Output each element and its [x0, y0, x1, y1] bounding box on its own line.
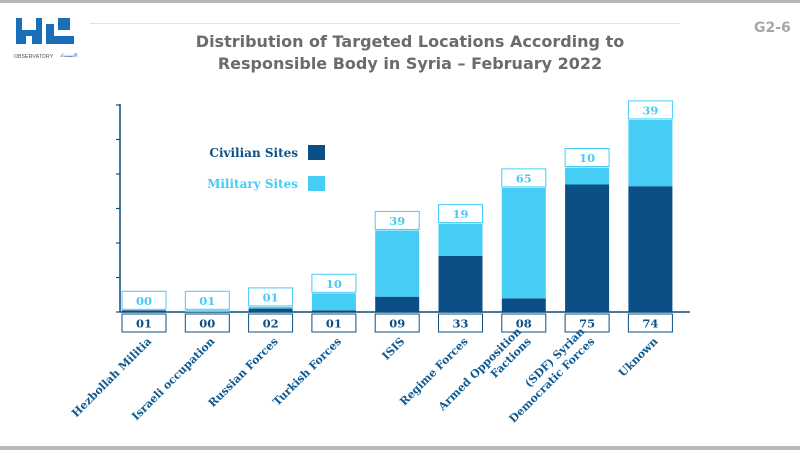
figure-code: G2-6 [754, 20, 791, 36]
military-value-box [121, 290, 167, 310]
military-value-label: 01 [263, 290, 279, 304]
legend-label: Military Sites [207, 177, 298, 191]
x-tick-label-group: Turkish Forces [270, 335, 344, 409]
bar-military-sites [248, 306, 293, 309]
military-value-label: 10 [326, 277, 342, 291]
military-value-box [627, 100, 673, 120]
title-divider [90, 23, 680, 24]
observatory-logo: OBSERVATORY الاستبداد [14, 14, 104, 64]
bottom-frame-border [0, 446, 800, 450]
legend-swatch [308, 145, 325, 160]
bar-civilian-sites [628, 186, 673, 312]
military-value-label: 39 [642, 103, 658, 117]
civilian-value-label: 33 [452, 317, 468, 331]
civilian-value-box [627, 313, 673, 333]
military-value-box [311, 273, 357, 293]
bar-military-sites [438, 223, 483, 256]
bar-civilian-sites [375, 296, 420, 312]
civilian-value-box [121, 313, 167, 333]
x-tick-label: Turkish Forces [270, 335, 344, 409]
military-value-label: 10 [579, 151, 595, 165]
bar-military-sites [311, 293, 356, 311]
civilian-value-box [564, 313, 610, 333]
civilian-value-label: 75 [579, 317, 595, 331]
bar-civilian-sites [311, 310, 356, 312]
civilian-value-box [438, 313, 483, 333]
x-tick-label-group: ISIS [380, 335, 408, 363]
logo-wordmark: OBSERVATORY [14, 54, 54, 60]
civilian-value-label: 01 [326, 317, 342, 331]
x-tick-label: Armed Opposition [435, 325, 524, 414]
civilian-value-label: 02 [263, 317, 279, 331]
bar-civilian-sites [438, 255, 483, 312]
x-tick-label: Uknown [616, 335, 661, 380]
civilian-value-box [311, 313, 357, 333]
bar-military-sites [501, 187, 546, 299]
military-value-label: 19 [452, 207, 468, 221]
military-value-box [438, 204, 483, 224]
civilian-value-box [374, 313, 420, 333]
x-tick-label: ISIS [380, 335, 408, 363]
civilian-value-label: 01 [136, 317, 152, 331]
x-tick-label-group: Uknown [616, 335, 661, 380]
civilian-value-label: 08 [516, 317, 532, 331]
chart-title-line-2: Responsible Body in Syria – February 202… [217, 54, 603, 73]
military-value-box [248, 287, 294, 307]
civilian-value-box [248, 313, 294, 333]
military-value-label: 65 [516, 171, 532, 185]
civilian-value-label: 09 [389, 317, 405, 331]
logo-mark-icon [16, 18, 74, 44]
bar-civilian-sites [565, 184, 610, 312]
chart-title-line-1: Distribution of Targeted Locations Accor… [195, 32, 625, 51]
bar-military-sites [565, 167, 610, 185]
logo-subtitle: الاستبداد [60, 53, 78, 59]
military-value-box [374, 210, 420, 230]
bar-military-sites [185, 310, 230, 312]
bar-civilian-sites [501, 298, 546, 312]
top-frame-border [0, 0, 800, 3]
civilian-value-label: 74 [642, 317, 658, 331]
bar-civilian-sites [122, 310, 166, 312]
bar-military-sites [628, 119, 673, 187]
military-value-box [184, 290, 230, 310]
legend-swatch [308, 176, 325, 191]
legend-label: Civilian Sites [209, 146, 298, 160]
bar-military-sites [375, 230, 420, 297]
military-value-label: 39 [389, 214, 405, 228]
x-tick-label: Russian Forces [206, 335, 281, 410]
military-value-label: 00 [136, 294, 152, 308]
bar-civilian-sites [248, 308, 293, 312]
civilian-value-box [184, 313, 230, 333]
military-value-label: 01 [199, 294, 215, 308]
x-tick-label-group: Russian Forces [206, 335, 281, 410]
military-value-box [501, 168, 547, 188]
chart-title: Distribution of Targeted Locations Accor… [190, 31, 630, 75]
civilian-value-label: 00 [199, 317, 215, 331]
military-value-box [564, 148, 610, 167]
civilian-value-box [501, 313, 547, 333]
